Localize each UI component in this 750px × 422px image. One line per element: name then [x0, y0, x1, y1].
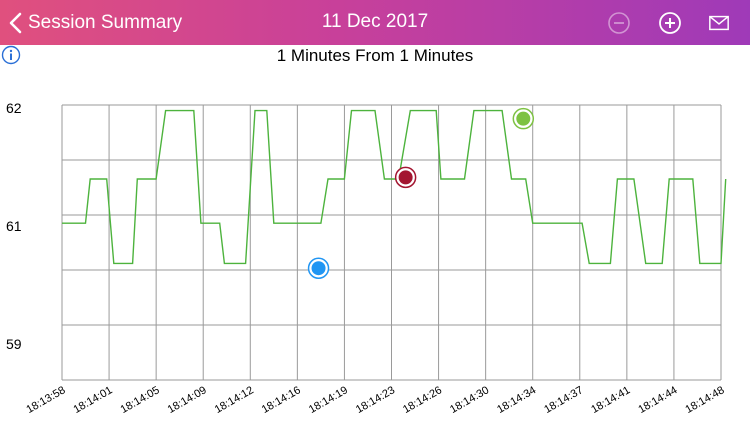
chevron-left-icon	[9, 12, 22, 34]
x-tick-label: 18:14:41	[589, 384, 632, 416]
info-icon[interactable]	[1, 45, 21, 65]
back-label: Session Summary	[28, 12, 183, 33]
y-tick-label: 59	[6, 336, 22, 352]
page-title: 11 Dec 2017	[321, 11, 429, 32]
y-tick-label: 62	[6, 100, 22, 116]
x-tick-label: 18:14:23	[354, 384, 397, 416]
x-tick-label: 18:14:05	[119, 384, 162, 416]
x-tick-label: 18:14:16	[260, 384, 303, 416]
x-tick-label: 18:13:58	[24, 384, 67, 416]
x-tick-label: 18:14:12	[213, 384, 256, 416]
navigation-bar: Session Summary 11 Dec 2017	[0, 0, 750, 45]
data-marker	[398, 170, 413, 185]
x-tick-label: 18:14:19	[307, 384, 350, 416]
x-tick-label: 18:14:01	[71, 384, 114, 416]
chart-subtitle: 1 Minutes From 1 Minutes	[276, 46, 474, 65]
x-tick-label: 18:14:09	[166, 384, 209, 416]
x-tick-label: 18:14:34	[495, 384, 538, 416]
x-tick-label: 18:14:37	[542, 384, 585, 416]
data-marker	[311, 261, 326, 276]
back-button[interactable]: Session Summary	[8, 8, 182, 38]
y-tick-label: 61	[6, 218, 22, 234]
data-marker	[516, 111, 531, 126]
x-tick-label: 18:14:30	[448, 384, 491, 416]
zoom-in-icon[interactable]	[658, 11, 682, 35]
zoom-out-icon[interactable]	[607, 11, 631, 35]
data-line	[62, 109, 727, 265]
x-tick-label: 18:14:26	[401, 384, 444, 416]
x-tick-label: 18:14:44	[636, 384, 679, 416]
x-tick-label: 18:14:48	[683, 384, 726, 416]
mail-icon[interactable]	[708, 11, 730, 35]
